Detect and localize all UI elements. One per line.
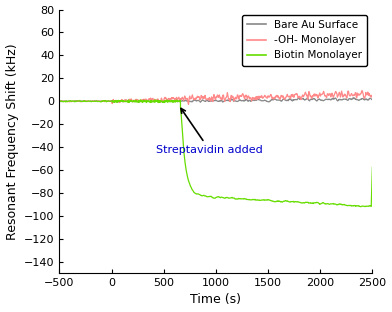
Line: Biotin Monolayer: Biotin Monolayer (60, 100, 372, 207)
-OH- Monolayer (241, 95, 246, 99)
Biotin Monolayer (250, 198, 254, 202)
-OH- Monolayer (328, 92, 332, 95)
Bare Au Surface (57, 99, 62, 103)
-OH- Monolayer (57, 99, 62, 103)
Bare Au Surface (370, 98, 375, 102)
-OH- Monolayer (370, 96, 375, 100)
Text: Streptavidin added: Streptavidin added (156, 109, 263, 155)
Bare Au Surface (351, 96, 356, 100)
-OH- Monolayer (296, 95, 301, 99)
Biotin Monolayer (57, 99, 62, 103)
Biotin Monolayer (241, 197, 246, 201)
X-axis label: Time (s): Time (s) (191, 294, 241, 306)
-OH- Monolayer (89, 100, 94, 103)
Line: Bare Au Surface: Bare Au Surface (60, 98, 372, 102)
Biotin Monolayer (328, 202, 332, 206)
-OH- Monolayer (259, 95, 263, 99)
Line: -OH- Monolayer: -OH- Monolayer (60, 91, 372, 104)
Biotin Monolayer (89, 100, 94, 103)
Bare Au Surface (198, 100, 203, 104)
Bare Au Surface (89, 99, 94, 103)
Biotin Monolayer (259, 198, 263, 202)
-OH- Monolayer (359, 89, 364, 93)
Biotin Monolayer (370, 165, 375, 169)
Y-axis label: Resonant Frequency Shift (kHz): Resonant Frequency Shift (kHz) (5, 43, 18, 240)
Biotin Monolayer (359, 205, 363, 209)
-OH- Monolayer (186, 102, 191, 106)
Biotin Monolayer (296, 200, 301, 204)
Bare Au Surface (241, 99, 246, 103)
Bare Au Surface (296, 96, 301, 100)
-OH- Monolayer (250, 97, 254, 101)
Biotin Monolayer (152, 98, 157, 102)
Bare Au Surface (328, 97, 332, 101)
Bare Au Surface (250, 98, 254, 102)
Bare Au Surface (259, 99, 263, 103)
Legend: Bare Au Surface, -OH- Monolayer, Biotin Monolayer: Bare Au Surface, -OH- Monolayer, Biotin … (242, 15, 367, 66)
